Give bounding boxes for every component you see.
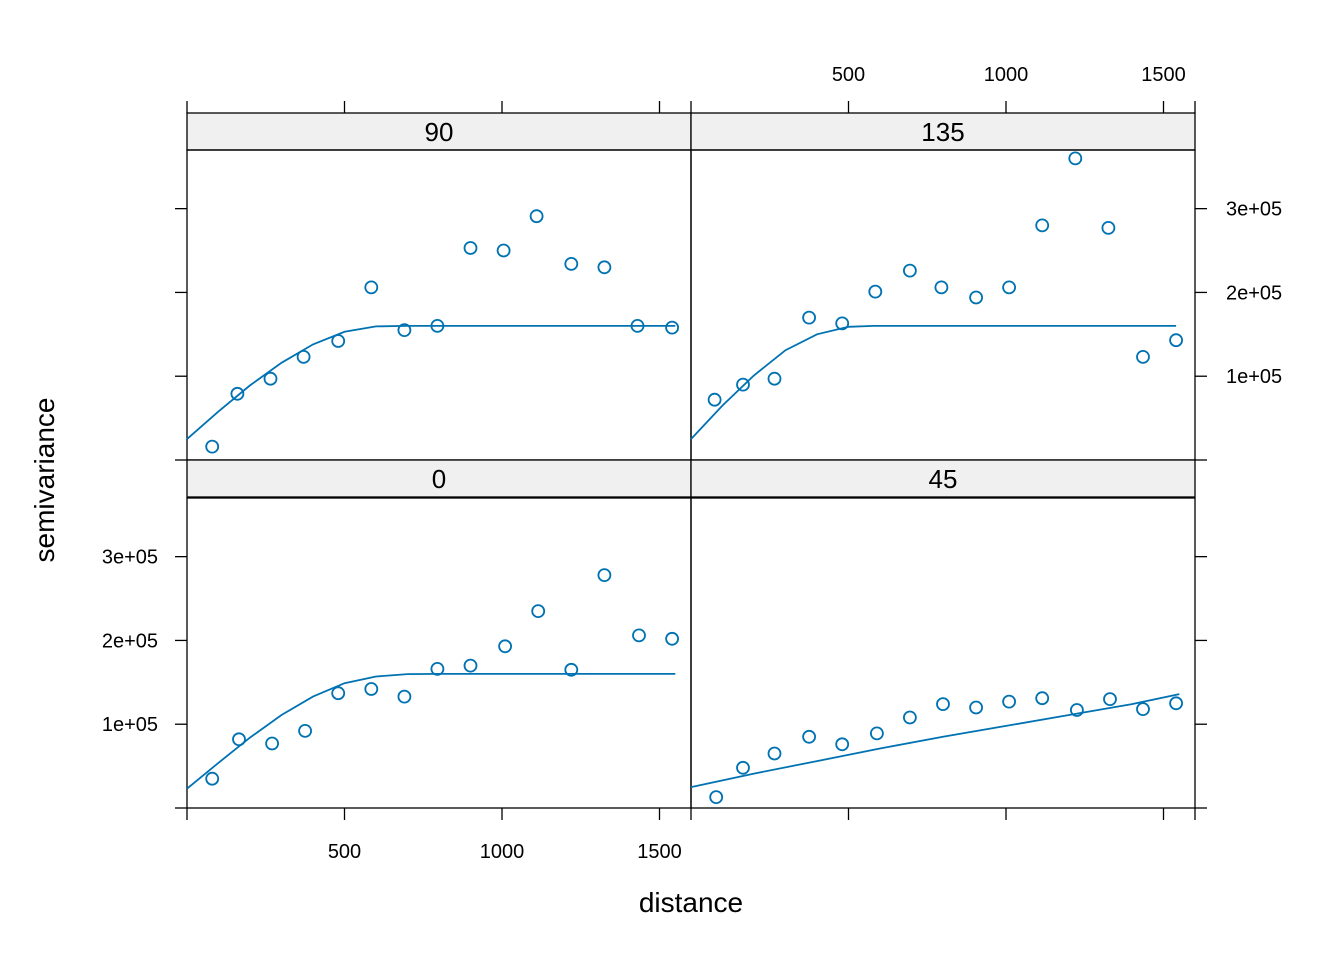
panel-45: 45 <box>690 459 1196 809</box>
point-0-4 <box>298 724 313 738</box>
point-90-4 <box>296 349 311 364</box>
y-tick-label-left-200000: 2e+05 <box>102 630 158 652</box>
point-0-13 <box>597 568 612 582</box>
x-tick-label-top-1500: 1500 <box>1141 64 1186 86</box>
axes-layer: 500 1000 1500 500 1000 1500 1e+05 2e+05 3e+05 1e+… <box>102 64 1282 863</box>
point-0-14 <box>632 628 646 643</box>
point-90-14 <box>630 318 645 333</box>
point-135-1 <box>707 392 722 407</box>
x-tick-label-bottom-1000: 1000 <box>480 841 525 863</box>
point-45-3 <box>767 746 782 761</box>
point-0-5 <box>331 686 346 701</box>
point-45-10 <box>1002 694 1016 709</box>
strip-45 <box>690 459 1196 498</box>
panels-layer: 90 135 0 45 <box>186 112 1196 809</box>
y-tick-label-left-100000: 1e+05 <box>102 714 158 736</box>
point-45-1 <box>709 790 724 804</box>
point-45-11 <box>1035 691 1050 706</box>
point-90-9 <box>463 241 478 255</box>
point-45-8 <box>936 697 950 711</box>
point-0-9 <box>463 658 478 673</box>
panel-frame-90 <box>186 149 692 461</box>
fit-line-90 <box>186 325 676 440</box>
point-135-5 <box>835 316 850 331</box>
panel-90: 90 <box>186 112 692 461</box>
point-90-15 <box>665 320 679 335</box>
y-tick-label-right-300000: 3e+05 <box>1226 199 1282 221</box>
point-0-6 <box>364 682 379 696</box>
point-135-2 <box>736 377 750 392</box>
point-135-7 <box>903 263 917 278</box>
point-45-13 <box>1103 692 1117 706</box>
panel-frame-135 <box>690 149 1196 461</box>
strip-135 <box>690 112 1196 151</box>
point-45-14 <box>1136 702 1150 716</box>
point-45-4 <box>802 729 816 744</box>
y-tick-label-right-100000: 1e+05 <box>1226 366 1282 388</box>
point-90-13 <box>597 260 612 275</box>
point-135-3 <box>767 371 782 386</box>
y-tick-label-left-300000: 3e+05 <box>102 547 158 569</box>
point-90-6 <box>364 280 379 295</box>
panel-frame-45 <box>690 497 1196 809</box>
point-45-7 <box>903 710 917 725</box>
point-90-12 <box>564 256 579 271</box>
x-tick-label-top-500: 500 <box>832 64 865 86</box>
point-45-15 <box>1169 696 1183 711</box>
point-45-2 <box>736 760 750 775</box>
point-0-2 <box>232 732 246 747</box>
point-90-10 <box>496 243 511 258</box>
strip-label-135: 135 <box>921 117 964 147</box>
point-0-12 <box>564 662 579 677</box>
point-0-11 <box>531 604 546 618</box>
point-0-1 <box>205 771 220 786</box>
strip-label-45: 45 <box>929 464 958 494</box>
y-axis-title: semivariance <box>29 398 60 563</box>
point-0-7 <box>397 689 412 704</box>
y-tick-label-right-200000: 2e+05 <box>1226 282 1282 304</box>
fit-line-0 <box>186 673 676 790</box>
panel-0: 0 <box>186 459 692 809</box>
point-135-8 <box>934 280 949 295</box>
point-90-11 <box>529 209 544 224</box>
point-45-6 <box>870 726 884 741</box>
point-90-7 <box>397 323 412 338</box>
point-90-2 <box>230 386 245 401</box>
strip-0 <box>186 459 692 498</box>
point-0-8 <box>430 662 445 676</box>
point-135-9 <box>969 290 983 305</box>
point-0-3 <box>265 736 280 751</box>
point-90-8 <box>430 318 445 333</box>
point-135-14 <box>1136 349 1150 364</box>
point-135-11 <box>1035 218 1050 233</box>
point-45-5 <box>835 737 850 752</box>
strip-label-0: 0 <box>432 464 446 494</box>
point-45-9 <box>969 700 983 715</box>
point-90-5 <box>331 334 346 348</box>
panel-135: 135 <box>690 112 1196 461</box>
point-135-4 <box>802 310 816 325</box>
point-135-10 <box>1002 280 1016 295</box>
x-tick-label-bottom-500: 500 <box>328 841 361 863</box>
x-tick-label-bottom-1500: 1500 <box>637 841 682 863</box>
point-0-10 <box>498 639 513 654</box>
fit-line-135 <box>690 325 1177 440</box>
x-tick-label-top-1000: 1000 <box>984 64 1029 86</box>
point-90-1 <box>205 439 220 454</box>
point-0-15 <box>665 631 679 646</box>
point-90-3 <box>263 371 278 386</box>
point-135-6 <box>868 284 883 299</box>
fit-line-45 <box>690 693 1180 788</box>
panel-frame-0 <box>186 497 692 809</box>
x-axis-title: distance <box>639 887 743 918</box>
point-135-15 <box>1169 333 1183 348</box>
strip-label-90: 90 <box>425 117 454 147</box>
point-135-12 <box>1068 151 1083 166</box>
point-45-12 <box>1070 703 1084 717</box>
point-135-13 <box>1101 220 1116 235</box>
